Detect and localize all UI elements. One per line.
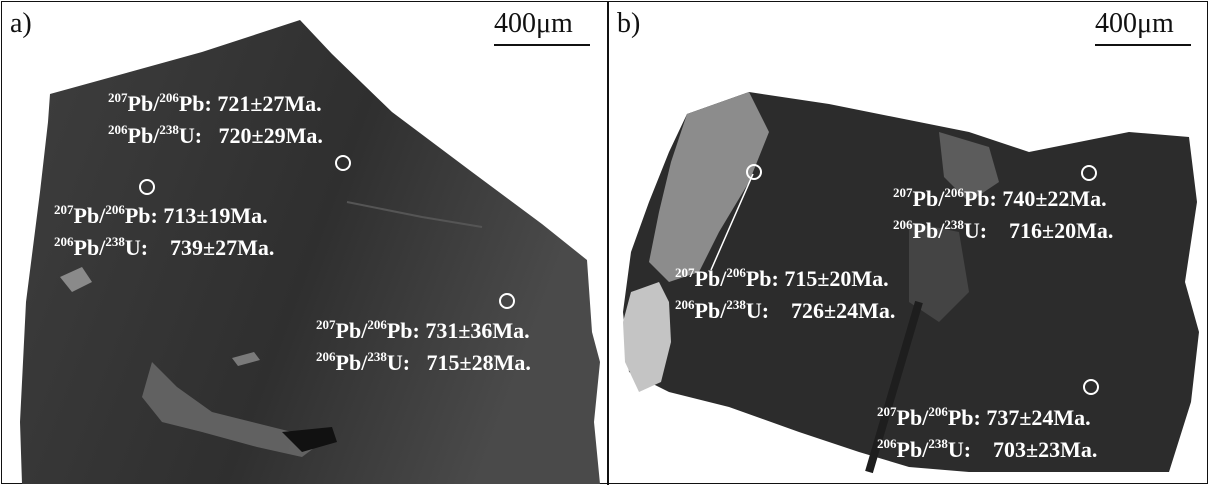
gray-patch-b1 [939,132,999,202]
gray-patch-b2 [909,222,969,322]
bright-zone-b [623,282,671,392]
pb-ratio-line: 207Pb/206Pb: 715±20Ma. [675,265,889,291]
bright-spot-a1 [60,267,92,292]
pb-ratio-line: 207Pb/206Pb: 721±27Ma. [108,90,322,116]
u-ratio-line: 206Pb/238U: 726±24Ma. [675,297,896,323]
panel-divider [607,1,609,485]
age-annotation-b1: 207Pb/206Pb: 715±20Ma. 206Pb/238U: 726±2… [675,263,895,327]
age-annotation-b3: 207Pb/206Pb: 737±24Ma. 206Pb/238U: 703±2… [877,402,1097,466]
bright-rim-b [649,92,769,282]
bright-spot-a2 [232,352,260,366]
age-annotation-b2: 207Pb/206Pb: 740±22Ma. 206Pb/238U: 716±2… [893,183,1113,247]
pb-ratio-line: 207Pb/206Pb: 731±36Ma. [316,317,530,343]
analysis-spot-a3 [499,293,515,309]
pb-ratio-line: 207Pb/206Pb: 713±19Ma. [54,202,268,228]
age-annotation-a2: 207Pb/206Pb: 713±19Ma. 206Pb/238U: 739±2… [54,200,274,264]
crack-a [346,201,483,228]
analysis-spot-a1 [335,155,351,171]
grain-image-a [20,20,600,484]
analysis-spot-b3 [1083,379,1099,395]
u-ratio-line: 206Pb/238U: 720±29Ma. [108,122,323,148]
dark-crack-b [865,300,923,474]
panel-a: a) 400μm 207Pb/206Pb: 721±27Ma. 206Pb/23… [2,2,606,484]
age-annotation-a3: 207Pb/206Pb: 731±36Ma. 206Pb/238U: 715±2… [316,315,531,379]
u-ratio-line: 206Pb/238U: 703±23Ma. [877,436,1098,462]
panel-label-a: a) [10,8,32,39]
age-annotation-a1: 207Pb/206Pb: 721±27Ma. 206Pb/238U: 720±2… [108,88,323,152]
u-ratio-line: 206Pb/238U: 716±20Ma. [893,217,1114,243]
grain-image-b [623,92,1199,474]
pb-ratio-line: 207Pb/206Pb: 737±24Ma. [877,404,1091,430]
analysis-spot-b1 [746,164,762,180]
scale-label-b: 400μm [1095,8,1174,39]
bright-vein-a [142,362,322,457]
u-ratio-line: 206Pb/238U: 715±28Ma. [316,349,531,375]
spot-leader-line-b [710,173,754,271]
analysis-spot-a2 [139,179,155,195]
grain-a [20,20,600,484]
u-ratio-line: 206Pb/238U: 739±27Ma. [54,234,275,260]
scale-bar-b [1095,44,1191,46]
analysis-spot-b2 [1081,165,1097,181]
dark-hole-a [282,427,337,452]
pb-ratio-line: 207Pb/206Pb: 740±22Ma. [893,185,1107,211]
scale-bar-a [494,44,590,46]
scale-label-a: 400μm [494,8,573,39]
panel-label-b: b) [617,8,641,39]
panel-b: b) 400μm 207Pb/206Pb: 715±20Ma. 206Pb/23… [609,2,1207,484]
